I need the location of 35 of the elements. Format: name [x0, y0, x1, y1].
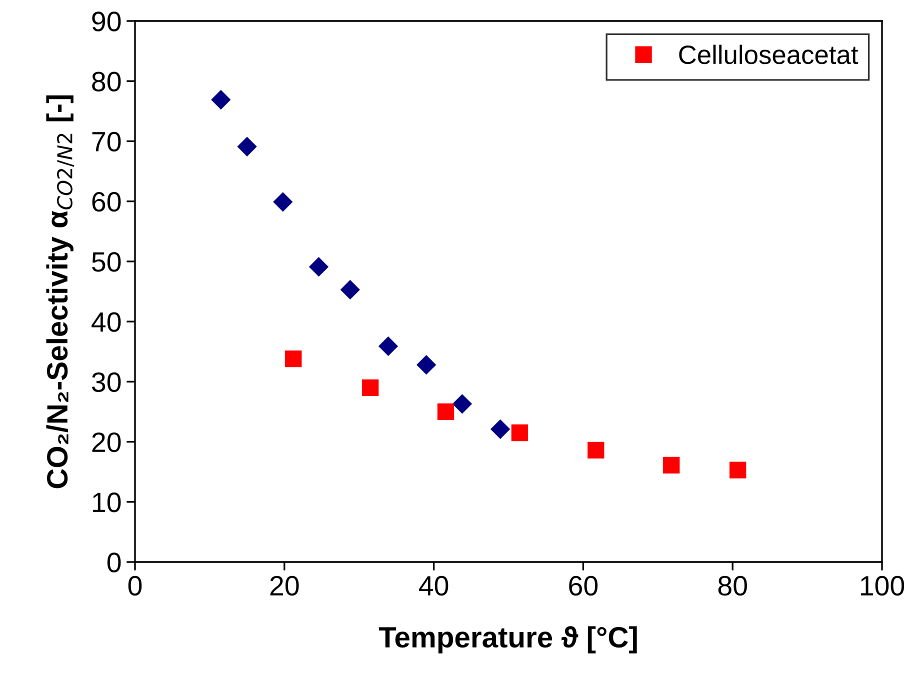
y-tick-label: 50: [92, 252, 121, 272]
x-axis-title: Temperature ϑ [°C]: [378, 626, 637, 654]
point: [238, 137, 257, 156]
point: [273, 192, 292, 212]
y-tick-label: 90: [92, 12, 121, 32]
y-tick-label: 30: [92, 372, 121, 392]
x-tick-label: 20: [270, 576, 299, 596]
y-tick-label: 60: [92, 192, 121, 212]
x-tick-label: 0: [128, 576, 142, 596]
point: [490, 420, 510, 439]
point: [378, 336, 398, 356]
point: [729, 462, 746, 478]
y-tick-label: 40: [92, 312, 121, 332]
x-tick-label: 100: [860, 576, 904, 596]
y-tick-label: 80: [92, 72, 121, 92]
y-tick-label: 20: [92, 432, 121, 452]
point: [588, 442, 604, 459]
y-tick-label: 10: [93, 492, 121, 512]
y-tick-label: 0: [107, 552, 121, 572]
y-tick-label: 70: [92, 132, 121, 152]
point: [309, 257, 328, 276]
point: [511, 424, 528, 442]
point: [211, 90, 230, 110]
point: [663, 456, 680, 474]
x-tick-label: 60: [569, 576, 598, 596]
x-tick-label: 40: [418, 576, 448, 596]
legend-label: Celluloseacetat: [679, 44, 858, 64]
point: [362, 379, 379, 396]
point: [340, 280, 360, 300]
x-tick-label: 80: [718, 576, 747, 596]
point: [285, 350, 302, 368]
point: [452, 394, 472, 414]
y-axis-title: CO₂/N₂-Selectivity α$_{CO2/N2}$ [-]: [46, 95, 74, 488]
point: [437, 403, 454, 420]
point: [416, 355, 436, 374]
